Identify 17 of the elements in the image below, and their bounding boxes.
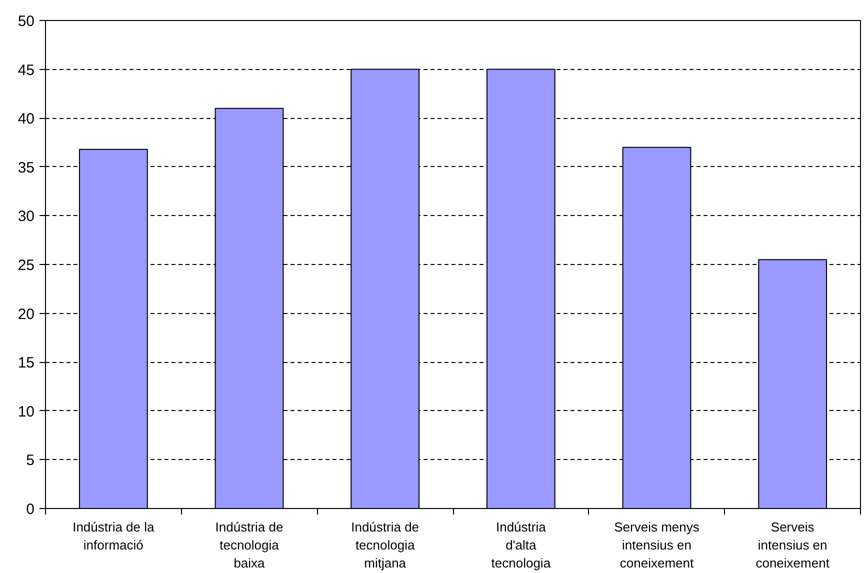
x-tick-label: Serveis intensius en coneixement	[756, 520, 830, 570]
y-tick-label: 10	[18, 403, 35, 420]
y-tick-label: 35	[18, 159, 35, 176]
x-tick-label: Indústria de tecnologia baixa	[215, 520, 284, 570]
y-tick-label: 0	[26, 501, 34, 518]
y-tick-label: 30	[18, 208, 35, 226]
y-tick-label: 40	[18, 110, 35, 128]
x-tick-label: Indústria de tecnologia mitjana	[351, 520, 420, 570]
y-tick-label: 50	[18, 13, 35, 30]
y-tick-label: 45	[18, 62, 35, 79]
y-tick-label: 20	[18, 306, 35, 323]
x-tick-label: Indústria de la informació	[72, 520, 156, 552]
y-tick-label: 5	[26, 452, 34, 470]
x-tick-label: Serveis menys intensius en coneixement	[614, 520, 700, 570]
y-tick-label: 15	[18, 354, 35, 372]
x-tick-label: Indústria d'alta tecnologia	[491, 520, 552, 570]
y-tick-label: 25	[18, 257, 35, 274]
